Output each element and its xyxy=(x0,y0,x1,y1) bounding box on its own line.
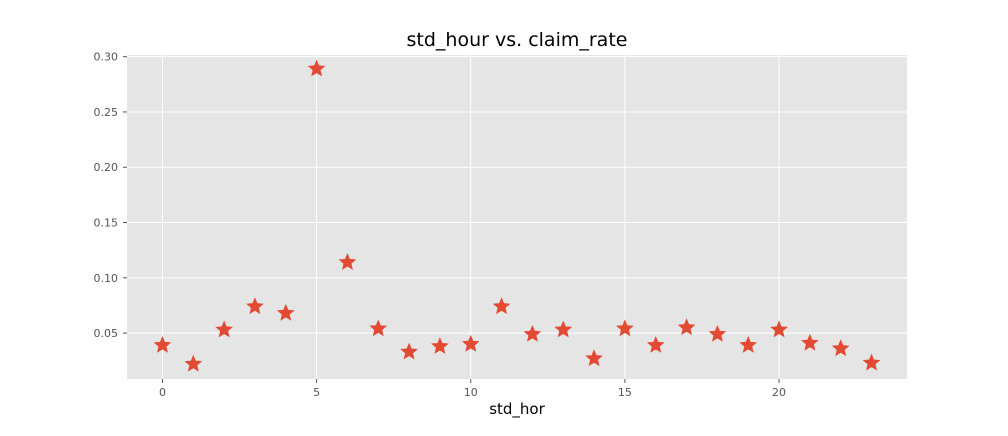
star-marker xyxy=(246,297,264,315)
y-tick-label: 0.05 xyxy=(94,327,119,340)
star-marker xyxy=(677,318,696,336)
star-marker xyxy=(369,319,388,337)
y-tick-label: 0.15 xyxy=(94,217,119,230)
star-marker xyxy=(400,342,418,360)
star-marker xyxy=(431,337,449,354)
star-marker xyxy=(616,319,634,337)
x-tick-label: 5 xyxy=(313,386,320,399)
data-points xyxy=(153,59,881,372)
x-tick-label: 0 xyxy=(159,386,166,399)
x-tick-label: 15 xyxy=(618,386,632,399)
star-marker xyxy=(184,354,203,372)
star-marker xyxy=(862,353,881,371)
chart-title: std_hour vs. claim_rate xyxy=(407,29,628,51)
plot-area xyxy=(127,55,907,379)
star-marker xyxy=(461,334,480,352)
star-marker xyxy=(307,59,326,77)
x-axis-label: std_hor xyxy=(489,400,545,419)
star-marker xyxy=(801,333,819,351)
star-marker xyxy=(215,320,233,338)
y-tick-label: 0.20 xyxy=(94,161,119,174)
star-marker xyxy=(770,320,788,338)
y-tick-label: 0.30 xyxy=(94,51,119,64)
axis-ticks: 0 5 10 15 20 0.05 0.10 0.15 0.20 0.25 0.30 xyxy=(94,51,787,399)
star-marker xyxy=(554,320,573,338)
x-tick-label: 10 xyxy=(464,386,478,399)
y-tick-label: 0.25 xyxy=(94,106,119,119)
star-marker xyxy=(831,339,850,357)
star-marker xyxy=(523,324,542,342)
star-marker xyxy=(492,297,511,315)
grid-lines xyxy=(127,55,907,379)
star-marker xyxy=(153,335,172,353)
star-marker xyxy=(276,303,295,321)
y-tick-label: 0.10 xyxy=(94,272,119,285)
star-marker xyxy=(338,253,357,270)
star-marker xyxy=(646,335,665,353)
x-tick-label: 20 xyxy=(772,386,786,399)
star-marker xyxy=(585,349,603,367)
star-marker xyxy=(708,324,727,342)
star-marker xyxy=(739,335,758,353)
